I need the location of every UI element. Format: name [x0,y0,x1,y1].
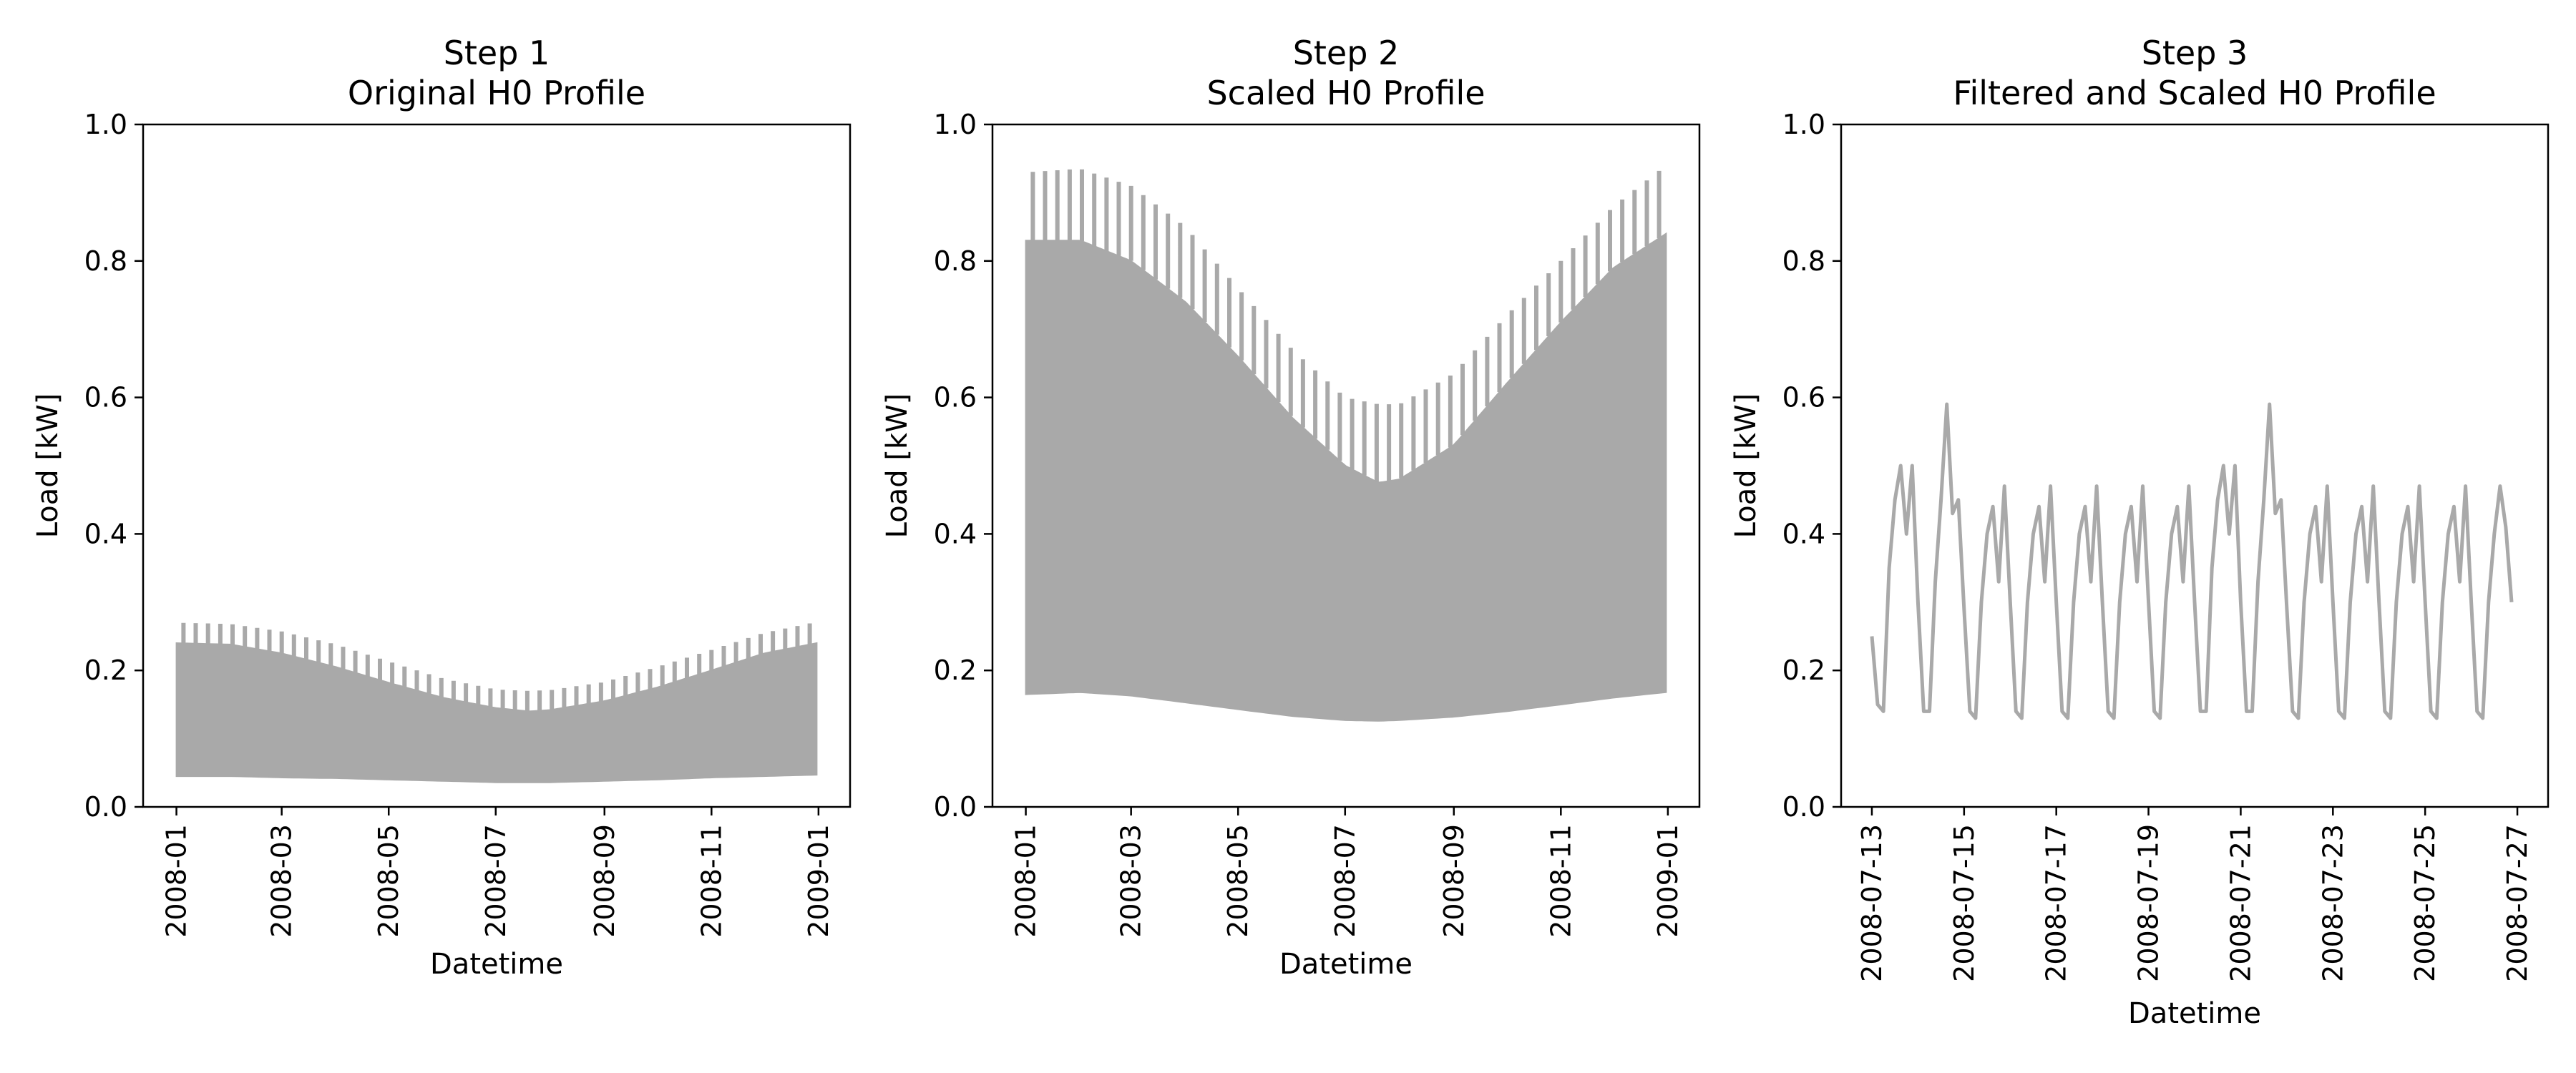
x-axis-label: Datetime [2128,997,2261,1030]
x-tick-label: 2008-11 [696,824,727,938]
y-tick-label: 0.2 [84,655,127,686]
y-tick-label: 0.4 [84,518,127,549]
y-tick-label: 0.8 [84,245,127,277]
y-tick-label: 0.6 [84,382,127,413]
x-tick-label: 2008-01 [1010,824,1042,938]
chart-subtitle: Scaled H0 Profile [1206,74,1485,112]
x-tick-label: 2008-07-15 [1948,824,1980,982]
y-tick-label: 0.4 [1782,518,1825,549]
chart-title: Step 1 [444,34,550,72]
y-tick-label: 1.0 [84,109,127,140]
x-tick-label: 2008-07 [1330,824,1361,938]
x-tick-label: 2009-01 [803,824,834,938]
y-axis-label: Load [kW] [881,393,914,539]
axes-frame [1840,123,2550,808]
x-tick-label: 2008-07-13 [1856,824,1888,982]
y-tick-label: 0.8 [1782,245,1825,277]
subplot-2: 0.0 0.2 0.4 0.6 0.8 1.0 2008-01 2008-03 2008-05 2… [881,34,1701,981]
y-tick-label: 0.0 [84,791,127,823]
x-tick-label: 2008-05 [1222,824,1254,938]
subplot-1: 0.0 0.2 0.4 0.6 0.8 1.0 2008-01 2008-03 2008-05 2… [31,34,852,981]
y-tick-label: 0.6 [1782,382,1825,413]
y-tick-label: 0.0 [934,791,977,823]
x-tick-label: 2008-05 [373,824,404,938]
x-axis-label: Datetime [430,948,563,981]
load-peaks [181,622,812,712]
x-tick-label: 2008-11 [1545,824,1576,938]
x-tick-label: 2008-07-21 [2225,824,2256,982]
y-tick-label: 1.0 [1782,109,1825,140]
chart-subtitle: Original H0 Profile [348,74,645,112]
x-tick-label: 2008-03 [1116,824,1147,938]
load-peaks [1030,169,1662,482]
x-tick-label: 2008-07-19 [2133,824,2165,982]
y-tick-label: 1.0 [934,109,977,140]
x-tick-label: 2008-09 [589,824,620,938]
subplot-3: 0.0 0.2 0.4 0.6 0.8 1.0 2008-07-13 2008-07-15 20… [1729,34,2550,1030]
y-axis-label: Load [kW] [1729,393,1762,539]
x-axis-label: Datetime [1279,948,1413,981]
x-tick-label: 2008-07-25 [2409,824,2441,982]
y-tick-label: 0.4 [934,518,977,549]
y-tick-label: 0.0 [1782,791,1825,823]
x-tick-label: 2008-07-17 [2041,824,2072,982]
x-tick-label: 2008-03 [266,824,298,938]
x-tick-label: 2008-01 [161,824,192,938]
load-line [1870,402,2514,720]
load-band [175,642,818,783]
y-axis-label: Load [kW] [31,393,64,539]
y-tick-label: 0.6 [934,382,977,413]
x-tick-label: 2008-07-27 [2502,824,2533,982]
load-band [1025,232,1667,722]
y-tick-label: 0.2 [1782,655,1825,686]
chart-title: Step 3 [2142,34,2248,72]
x-tick-label: 2008-07 [480,824,512,938]
x-tick-label: 2009-01 [1652,824,1684,938]
chart-title: Step 2 [1293,34,1400,72]
chart-subtitle: Filtered and Scaled H0 Profile [1953,74,2436,112]
y-tick-label: 0.2 [934,655,977,686]
y-tick-label: 0.8 [934,245,977,277]
x-tick-label: 2008-09 [1438,824,1470,938]
x-tick-label: 2008-07-23 [2317,824,2348,982]
